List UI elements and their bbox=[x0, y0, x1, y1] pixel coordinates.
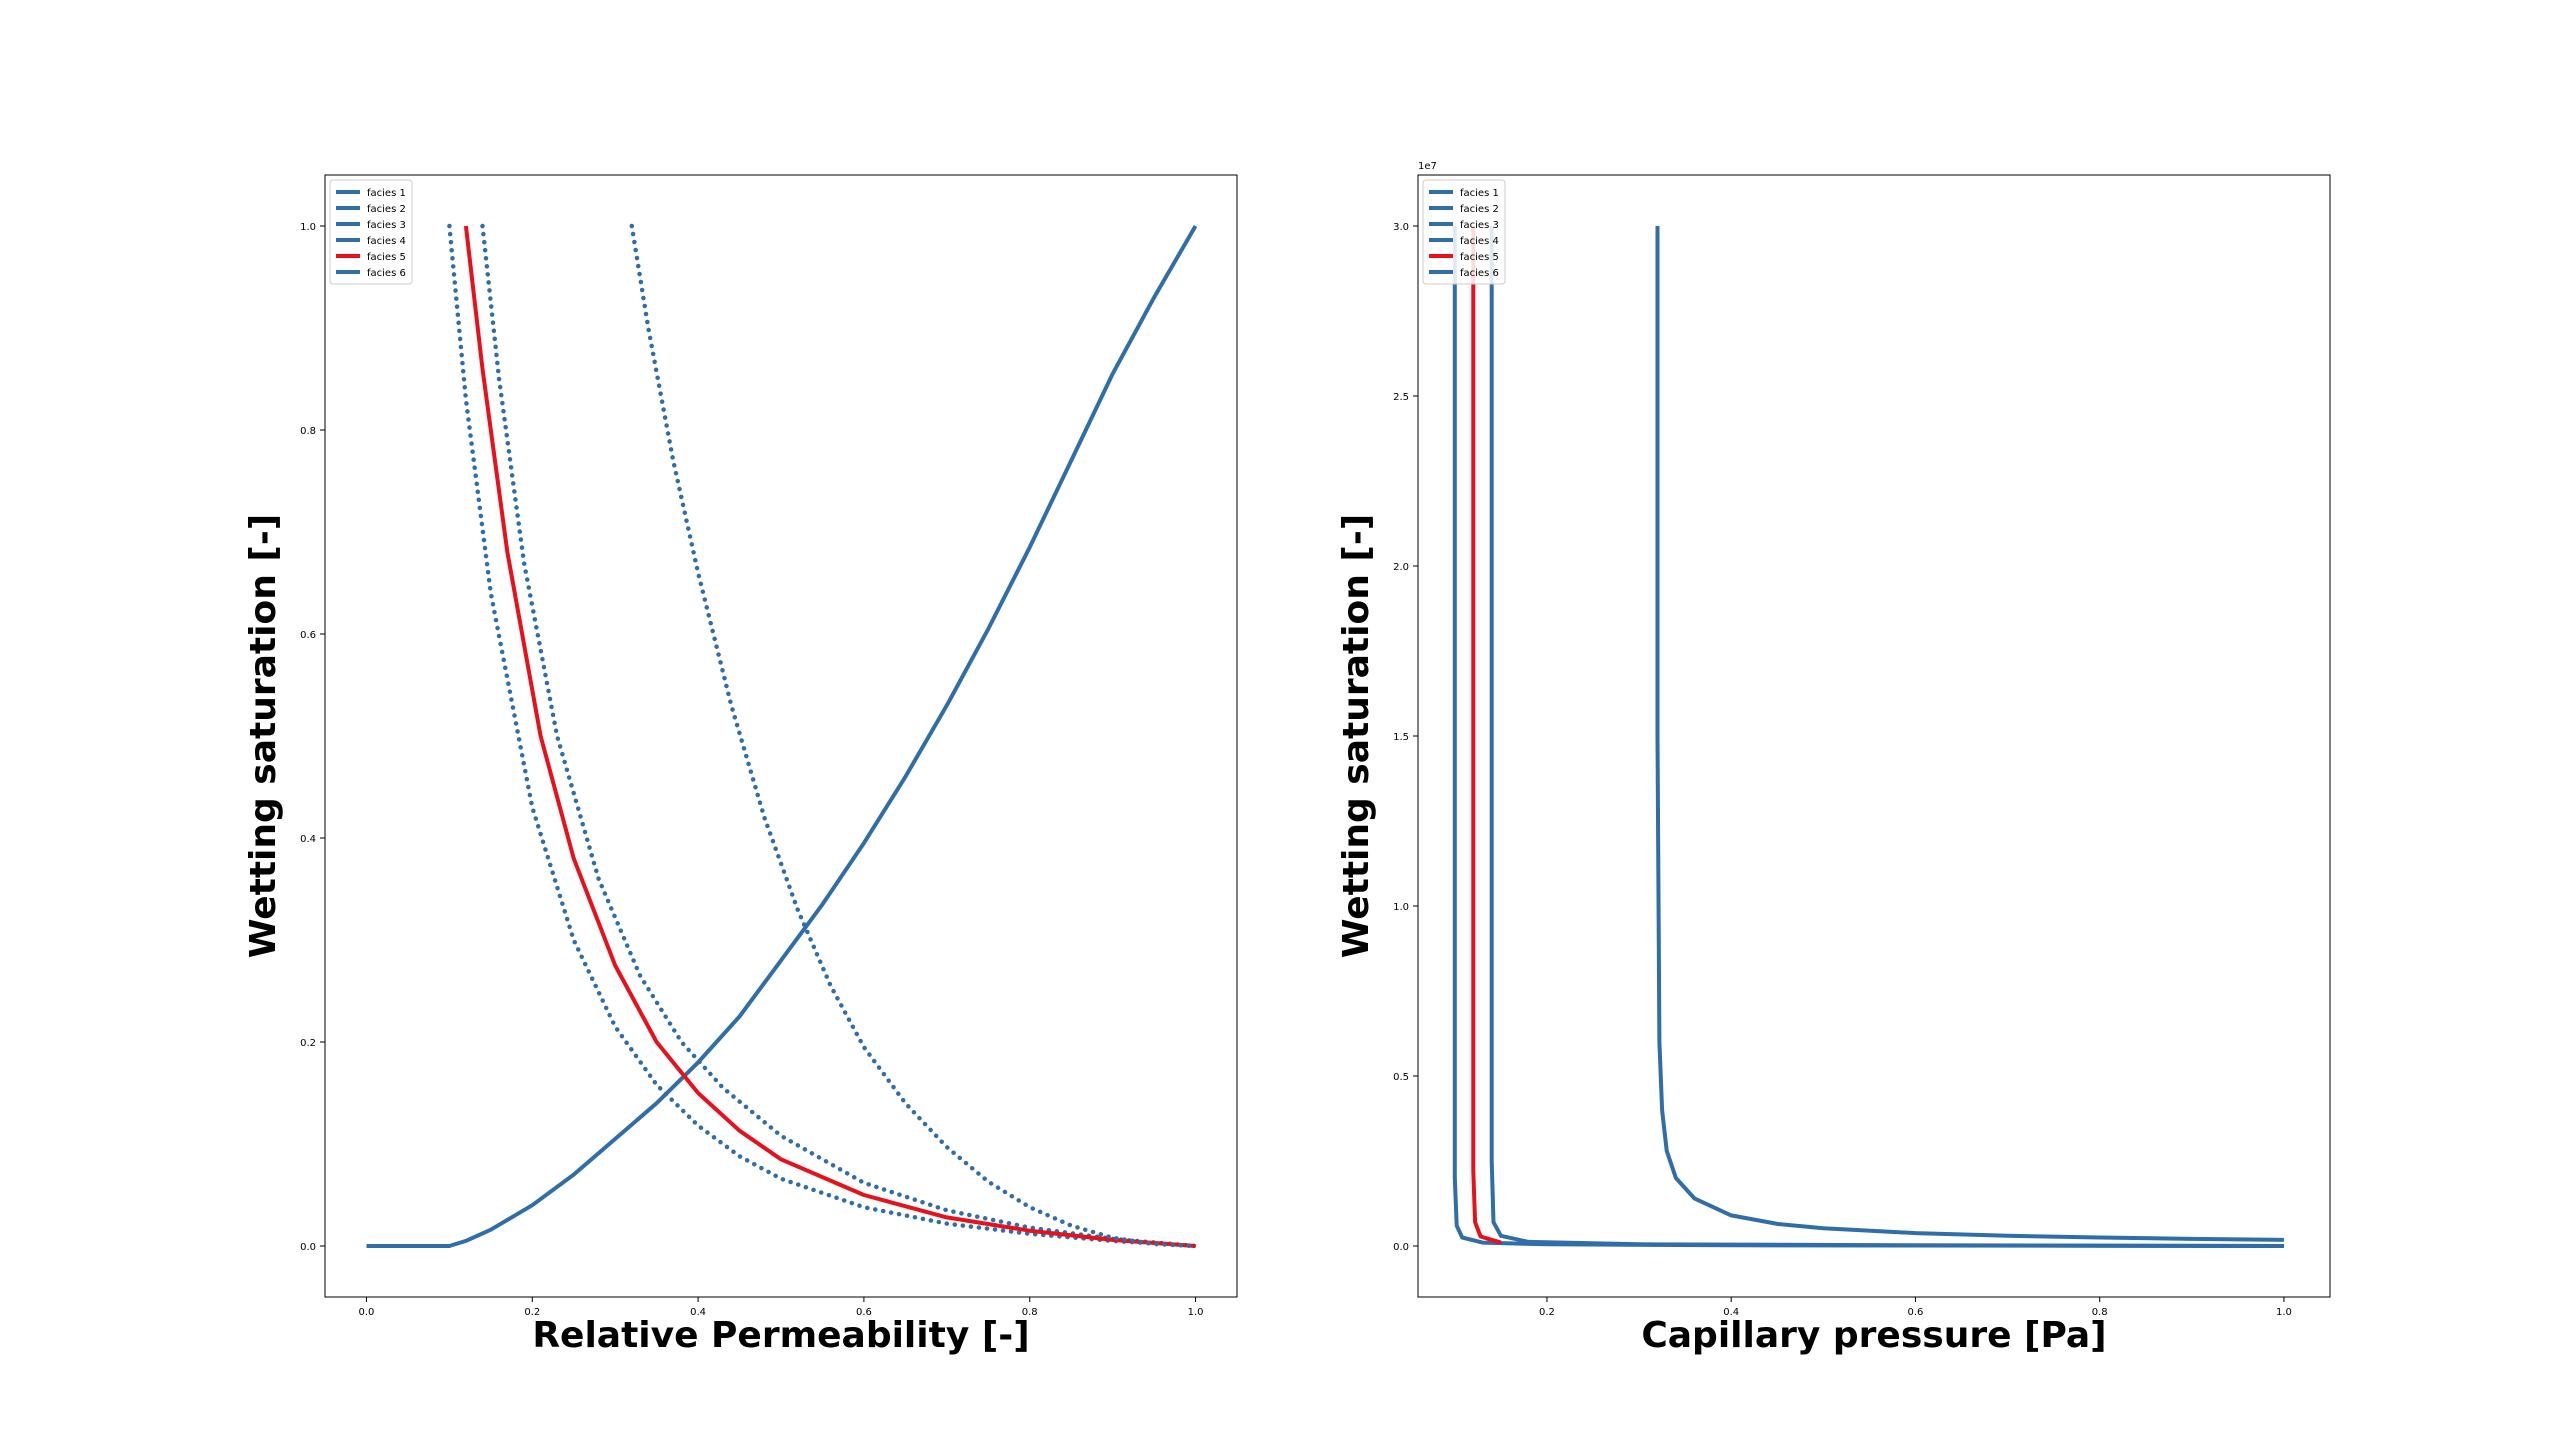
y-tick-label: 0.5 bbox=[1393, 1072, 1409, 1083]
x-tick-label: 0.8 bbox=[1022, 1307, 1038, 1318]
y-tick-label: 0.8 bbox=[300, 426, 316, 437]
series-line bbox=[366, 224, 1198, 1248]
x-tick-label: 0.4 bbox=[690, 1307, 706, 1318]
y-tick-label: 2.0 bbox=[1393, 562, 1409, 573]
y-tick-label: 0.4 bbox=[300, 834, 316, 845]
legend-entry: facies 5 bbox=[367, 252, 406, 263]
legend-entry: facies 4 bbox=[1460, 236, 1499, 247]
legend-entry: facies 3 bbox=[367, 220, 406, 231]
y-tick-label: 0.6 bbox=[300, 630, 316, 641]
y-tick-label: 1.0 bbox=[1393, 902, 1409, 913]
series-line bbox=[1489, 226, 2284, 1248]
series-line bbox=[463, 225, 1196, 1248]
axes-frame bbox=[324, 174, 1238, 1298]
series-line bbox=[1471, 226, 1502, 1245]
x-tick-label: 0.0 bbox=[359, 1307, 375, 1318]
legend-entry: facies 6 bbox=[367, 268, 406, 279]
legend-entry: facies 2 bbox=[367, 204, 406, 215]
series-line bbox=[1655, 226, 2284, 1242]
x-tick-label: 0.8 bbox=[2092, 1307, 2108, 1318]
legend-entry: facies 2 bbox=[1460, 204, 1499, 215]
y-tick-label: 3.0 bbox=[1393, 222, 1409, 233]
legend-entry: facies 1 bbox=[367, 188, 406, 199]
x-tick-label: 1.0 bbox=[1188, 1307, 1204, 1318]
legend-entry: facies 5 bbox=[1460, 252, 1499, 263]
capillary-pressure-plot: 0.2 0.4 0.6 0.8 1.0 0.0 0.5 1.0 1.5 2.0 2.5 3.0 1e7 C… bbox=[1336, 161, 2331, 1356]
x-tick-label: 0.6 bbox=[1908, 1307, 1924, 1318]
y-tick-label: 0.2 bbox=[300, 1038, 316, 1049]
y-axis-label: Wetting saturation [-] bbox=[1336, 514, 1377, 958]
series-line bbox=[480, 223, 1198, 1249]
y-axis-label: Wetting saturation [-] bbox=[243, 514, 284, 958]
y-tick-label: 1.0 bbox=[300, 222, 316, 233]
axes-frame bbox=[1417, 174, 2331, 1298]
x-tick-label: 0.2 bbox=[524, 1307, 540, 1318]
x-tick-label: 1.0 bbox=[2276, 1307, 2292, 1318]
y-tick-label: 0.0 bbox=[1393, 1242, 1409, 1253]
x-tick-label: 0.6 bbox=[856, 1307, 872, 1318]
y-tick-label: 2.5 bbox=[1393, 392, 1409, 403]
legend-entry: facies 4 bbox=[367, 236, 406, 247]
legend-entry: facies 3 bbox=[1460, 220, 1499, 231]
x-tick-label: 0.4 bbox=[1723, 1307, 1739, 1318]
y-offset-text: 1e7 bbox=[1418, 161, 1437, 172]
x-axis-label: Capillary pressure [Pa] bbox=[1641, 1315, 2106, 1356]
x-axis-label: Relative Permeability [-] bbox=[532, 1315, 1029, 1356]
series-line bbox=[447, 223, 1198, 1249]
x-tick-label: 0.2 bbox=[1539, 1307, 1555, 1318]
series-line bbox=[1452, 226, 2284, 1248]
y-tick-label: 0.0 bbox=[300, 1242, 316, 1253]
relative-permeability-plot: 0.0 0.2 0.4 0.6 0.8 1.0 0.0 0.2 0.4 0.6 0.8 1.0 Rela… bbox=[243, 174, 1238, 1356]
legend-entry: facies 1 bbox=[1460, 188, 1499, 199]
y-tick-label: 1.5 bbox=[1393, 732, 1409, 743]
legend-entry: facies 6 bbox=[1460, 268, 1499, 279]
series-line bbox=[629, 223, 1198, 1249]
